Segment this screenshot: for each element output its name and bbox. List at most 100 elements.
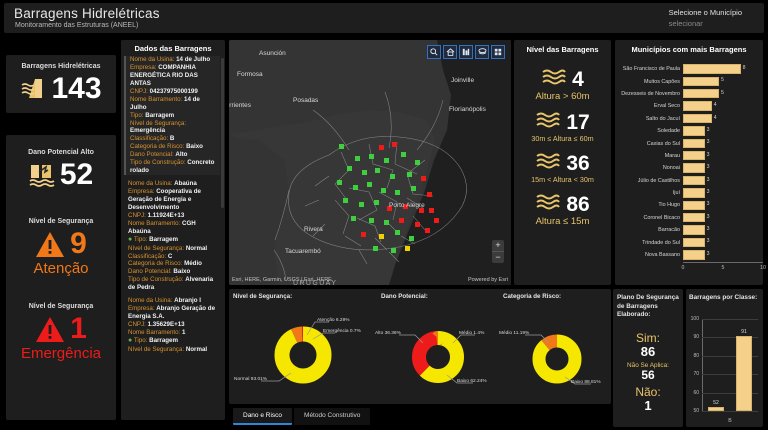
municipio-bar-row[interactable]: Barracão 3: [615, 224, 755, 236]
municipio-bar-row[interactable]: Caxias do Sul 3: [615, 137, 755, 149]
field-label: Categoria de Risco:: [130, 143, 185, 151]
nivel-value: 17: [566, 110, 590, 134]
donut-label: Médio 1.4%: [459, 331, 485, 336]
municipio-bar-row[interactable]: Ijuí 3: [615, 187, 755, 199]
municipios-bars: São Francisco de Paula 8 Muitos Capões 5 Dez…: [615, 63, 763, 261]
tab-dano-e-risco[interactable]: Dano e Risco: [233, 408, 293, 425]
field-value: Cooperativa de Geração de Energia e Dese…: [128, 188, 201, 211]
field-value: 1.35629E+13: [147, 321, 185, 329]
legend-icon[interactable]: [459, 45, 473, 59]
municipio-bar[interactable]: [683, 151, 705, 161]
donut-label: Baixo 88.81%: [571, 380, 601, 385]
municipio-label: Marau: [664, 152, 680, 159]
municipio-bar[interactable]: [683, 163, 705, 173]
municipio-bar[interactable]: [683, 138, 705, 149]
donut-label: Normal 93.01%: [234, 377, 268, 382]
kpi-card-stack: Dano Potencial Alto 52 Nível de Seguranç…: [6, 135, 116, 420]
y-axis-tick: 80: [693, 352, 699, 359]
basemap-icon[interactable]: [491, 45, 505, 59]
municipio-bar[interactable]: [683, 237, 705, 248]
map-label: Joinville: [451, 77, 475, 84]
map-label: Formosa: [237, 71, 263, 78]
field-value: 04237975000199: [149, 87, 198, 95]
field-label: Tipo de Construção:: [130, 159, 186, 167]
y-axis-tick: 100: [690, 316, 699, 322]
field-label: Nível de Segurança:: [128, 345, 185, 353]
municipio-bar[interactable]: [683, 64, 741, 74]
map-label: Rivera: [304, 226, 323, 233]
home-icon[interactable]: [443, 45, 457, 59]
dados-list[interactable]: Nome da Usina: 14 de Julho Empresa: COMP…: [124, 56, 220, 417]
municipio-bar[interactable]: [683, 200, 705, 210]
municipio-bar[interactable]: [683, 225, 705, 235]
municipio-bar-row[interactable]: São Francisco de Paula 8: [615, 63, 755, 75]
list-item[interactable]: Nome da Usina: 14 de Julho Empresa: COMP…: [124, 56, 220, 176]
waves-icon: [535, 111, 561, 133]
municipio-bar-row[interactable]: Nova Bassano 3: [615, 249, 755, 261]
municipio-label: Caxias do Sul: [646, 140, 680, 147]
municipio-bar[interactable]: [683, 76, 719, 87]
donut-categoria-risco: Categoria de Risco: Médio 11.19% Baixo 8…: [499, 289, 611, 404]
search-icon[interactable]: [427, 45, 441, 59]
municipio-bar-row[interactable]: Trindade do Sul 3: [615, 236, 755, 248]
municipio-bar[interactable]: [683, 126, 705, 136]
municipio-bar-row[interactable]: Marau 3: [615, 150, 755, 162]
municipio-bar-track: 3: [683, 212, 755, 224]
map-panel[interactable]: Asunción Formosa Posadas Corrientes Join…: [229, 40, 511, 285]
municipio-bar[interactable]: [683, 89, 719, 99]
field-label: Nome Barramento:: [128, 219, 181, 227]
municipio-bar-row[interactable]: Dezesseis de Novembro 5: [615, 88, 755, 100]
municipio-bar-track: 3: [683, 175, 755, 187]
x-axis-tick: 0: [681, 265, 685, 272]
bottom-tabs[interactable]: Dano e Risco Método Construtivo: [233, 408, 371, 425]
field-label: Dano Potencial:: [128, 268, 172, 276]
kpi-status-word: Atenção: [33, 260, 89, 277]
municipio-bar-value: 3: [706, 126, 710, 133]
field-label: Tipo:: [130, 111, 144, 119]
zoom-out-button[interactable]: −: [492, 251, 504, 263]
warning-triangle-icon: [35, 316, 65, 343]
list-item[interactable]: Nome da Usina: Abranjo I Empresa: Abranj…: [124, 297, 220, 354]
municipality-selector[interactable]: Selecione o Município selecionar: [669, 8, 742, 28]
municipio-bar-row[interactable]: Salto do Jacuí 4: [615, 113, 755, 125]
field-value: 1.11924E+13: [147, 211, 185, 219]
municipio-bar[interactable]: [683, 188, 705, 198]
municipality-value[interactable]: selecionar: [668, 19, 703, 28]
list-item[interactable]: Nome da Usina: Abaúna Empresa: Cooperati…: [124, 180, 220, 292]
map-label: Corrientes: [229, 102, 251, 109]
municipio-label: Júlio de Castilhos: [637, 177, 680, 184]
municipio-bar-row[interactable]: Nonoai 3: [615, 162, 755, 174]
classe-bar[interactable]: [736, 335, 752, 411]
map-attribution: Esri, HERE, Garmin, USGS | Esri, HERE: [232, 277, 332, 283]
field-value: B: [169, 135, 175, 143]
y-gridline: [702, 355, 758, 357]
nivel-item: 36 15m < Altura < 30m: [514, 152, 611, 185]
zoom-in-button[interactable]: +: [495, 240, 501, 250]
municipio-bar-row[interactable]: Soledade 3: [615, 125, 755, 137]
municipio-bar-row[interactable]: Erval Seco 4: [615, 100, 755, 112]
map-zoom-controls[interactable]: + −: [492, 240, 504, 263]
municipio-bar-row[interactable]: Coronel Bicaco 3: [615, 212, 755, 224]
municipio-bar[interactable]: [683, 212, 705, 223]
layers-icon[interactable]: [475, 45, 489, 59]
dados-scrollbar[interactable]: [221, 58, 224, 208]
municipio-bar-row[interactable]: Tio Hugo 3: [615, 199, 755, 211]
donut-label: Emergência 0.7%: [323, 329, 361, 334]
map-label: URUGUAY: [293, 280, 338, 285]
map-toolbar[interactable]: [427, 45, 505, 59]
municipio-bar[interactable]: [683, 175, 705, 186]
waves-icon: [535, 152, 561, 174]
municipio-bar[interactable]: [683, 101, 712, 111]
field-label: Nível de Segurança:: [128, 244, 185, 252]
field-value: Abranjo Geração de Energia S.A.: [128, 305, 216, 321]
donut-label: Médio 11.19%: [499, 331, 530, 336]
map-canvas[interactable]: Asunción Formosa Posadas Corrientes Join…: [229, 40, 511, 285]
municipio-bar-row[interactable]: Júlio de Castilhos 3: [615, 175, 755, 187]
municipio-bar-row[interactable]: Muitos Capões 5: [615, 75, 755, 87]
tab-metodo-construtivo[interactable]: Método Construtivo: [294, 408, 371, 425]
municipio-bar[interactable]: [683, 113, 712, 124]
dam-icon: [20, 76, 46, 102]
municipio-bar-track: 3: [683, 187, 755, 199]
classe-bar[interactable]: [708, 407, 724, 411]
municipio-bar[interactable]: [683, 250, 705, 260]
